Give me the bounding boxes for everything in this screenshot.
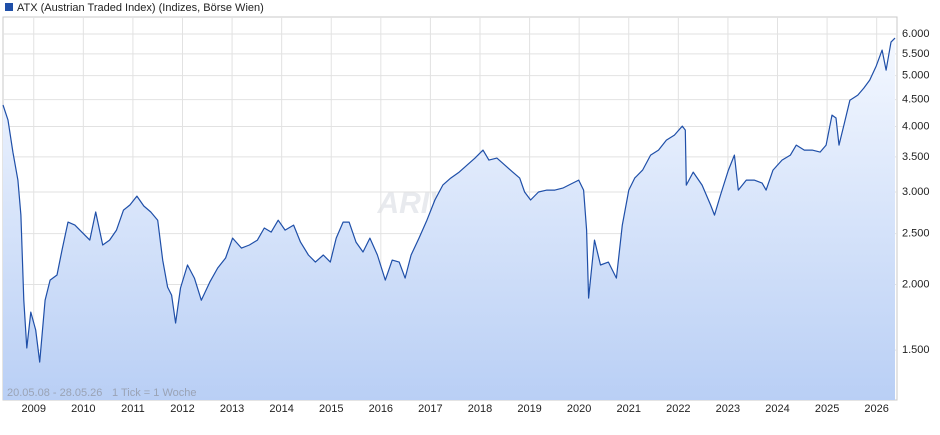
x-tick-label: 2018 [468,403,492,415]
x-tick-label: 2015 [319,403,343,415]
area-fill [3,38,895,400]
y-tick-label: 1.500 [902,344,930,356]
legend-swatch [5,3,13,11]
period-label: 20.05.08 - 28.05.26 [7,387,102,399]
y-tick-label: 4.000 [902,120,930,132]
x-tick-label: 2013 [220,403,244,415]
x-tick-label: 2010 [71,403,95,415]
legend-label: ATX (Austrian Traded Index) (Indizes, Bö… [17,2,264,14]
x-tick-label: 2023 [716,403,740,415]
y-tick-label: 5.000 [902,69,930,81]
line [2,37,896,363]
x-tick-label: 2020 [567,403,591,415]
x-tick-label: 2024 [765,403,789,415]
x-tick-label: 2014 [269,403,293,415]
x-tick-label: 2025 [815,403,839,415]
x-tick-label: 2021 [617,403,641,415]
x-tick-label: 2016 [369,403,393,415]
y-tick-label: 6.000 [902,28,930,40]
x-tick-label: 2026 [864,403,888,415]
tick-info: 1 Tick = 1 Woche [112,387,196,399]
y-tick-label: 2.500 [902,228,930,240]
y-tick-label: 3.500 [902,151,930,163]
x-tick-label: 2009 [21,403,45,415]
y-tick-label: 2.000 [902,278,930,290]
y-tick-label: 5.500 [902,48,930,60]
x-tick-label: 2012 [170,403,194,415]
y-tick-label: 4.500 [902,94,930,106]
x-tick-label: 2011 [121,403,145,415]
y-tick-label: 3.000 [902,186,930,198]
x-tick-label: 2017 [418,403,442,415]
x-tick-label: 2019 [517,403,541,415]
x-tick-label: 2022 [666,403,690,415]
